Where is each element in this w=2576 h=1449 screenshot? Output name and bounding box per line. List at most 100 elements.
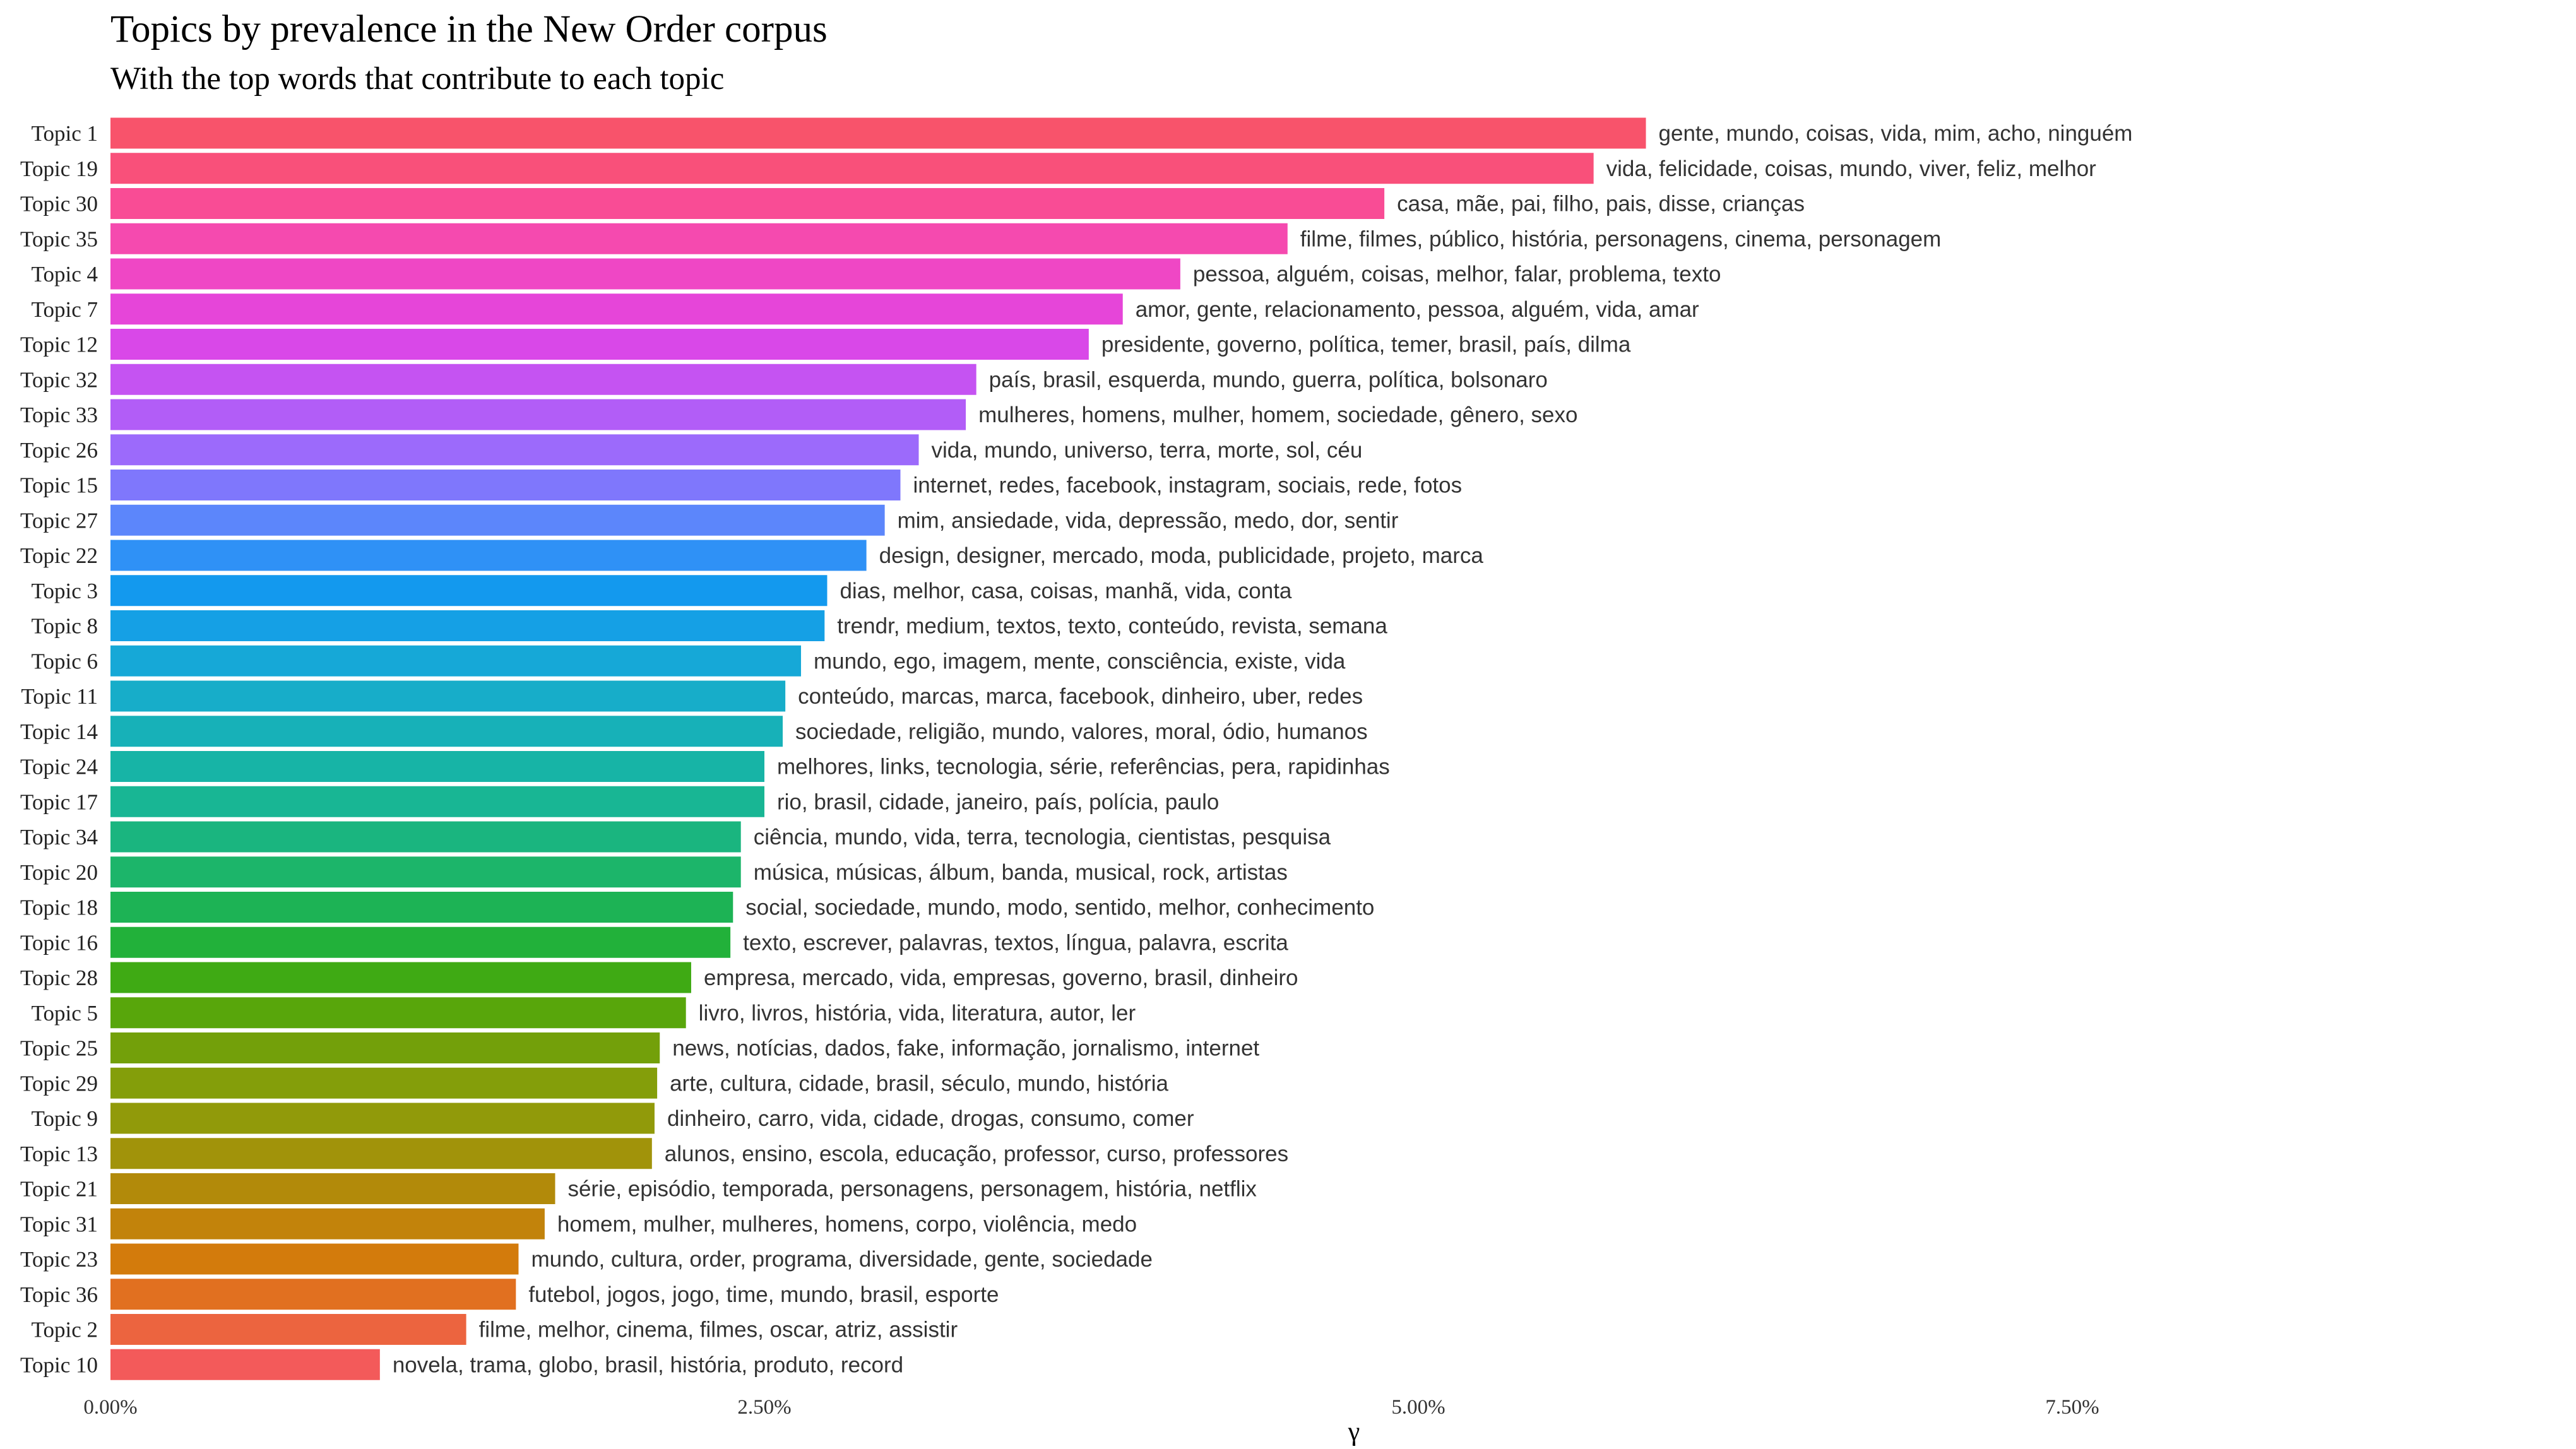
- y-tick-label: Topic 28: [20, 966, 98, 990]
- bar-data-label: dias, melhor, casa, coisas, manhã, vida,…: [840, 579, 1291, 603]
- bar-data-label: melhores, links, tecnologia, série, refe…: [777, 755, 1390, 779]
- y-tick-label: Topic 21: [20, 1177, 98, 1202]
- bar-data-label: design, designer, mercado, moda, publici…: [879, 543, 1484, 568]
- y-tick-label: Topic 6: [32, 649, 98, 673]
- y-tick-label: Topic 9: [32, 1106, 98, 1131]
- bar: [110, 1032, 660, 1063]
- bar-data-label: rio, brasil, cidade, janeiro, país, polí…: [777, 790, 1219, 814]
- y-tick-label: Topic 10: [20, 1352, 98, 1377]
- bar-data-label: vida, felicidade, coisas, mundo, viver, …: [1606, 157, 2097, 181]
- bar: [110, 1103, 655, 1134]
- bar-data-label: amor, gente, relacionamento, pessoa, alg…: [1136, 297, 1699, 322]
- y-tick-label: Topic 1: [32, 121, 98, 146]
- y-tick-label: Topic 16: [20, 930, 98, 955]
- bar-data-label: alunos, ensino, escola, educação, profes…: [665, 1142, 1288, 1166]
- y-tick-label: Topic 8: [32, 614, 98, 639]
- y-tick-label: Topic 29: [20, 1071, 98, 1096]
- bar: [110, 926, 731, 958]
- bar: [110, 962, 691, 993]
- bar-data-label: sociedade, religião, mundo, valores, mor…: [795, 719, 1368, 744]
- y-tick-label: Topic 18: [20, 896, 98, 920]
- bar: [110, 1208, 545, 1239]
- y-tick-label: Topic 23: [20, 1247, 98, 1272]
- y-tick-label: Topic 4: [32, 262, 98, 287]
- bar: [110, 540, 867, 571]
- x-tick-label: 7.50%: [2045, 1396, 2099, 1419]
- bar-data-label: conteúdo, marcas, marca, facebook, dinhe…: [798, 684, 1363, 709]
- y-tick-label: Topic 34: [20, 825, 98, 849]
- bar-data-label: série, episódio, temporada, personagens,…: [567, 1177, 1257, 1202]
- y-tick-label: Topic 30: [20, 192, 98, 216]
- y-tick-label: Topic 5: [32, 1001, 98, 1026]
- bar-data-label: internet, redes, facebook, instagram, so…: [913, 473, 1462, 498]
- bar-data-label: mulheres, homens, mulher, homem, socieda…: [978, 403, 1577, 427]
- bar-data-label: mundo, cultura, order, programa, diversi…: [531, 1247, 1152, 1272]
- bar-data-label: texto, escrever, palavras, textos, língu…: [743, 930, 1288, 955]
- bar: [110, 1173, 555, 1204]
- bar: [110, 1314, 466, 1345]
- bar-data-label: futebol, jogos, jogo, time, mundo, brasi…: [528, 1282, 999, 1307]
- bar: [110, 434, 919, 466]
- bar-data-label: filme, filmes, público, história, person…: [1300, 227, 1942, 251]
- bar-data-label: trendr, medium, textos, texto, conteúdo,…: [837, 614, 1387, 639]
- bar-group: [110, 117, 1646, 1380]
- bar: [110, 364, 976, 395]
- y-tick-label: Topic 13: [20, 1142, 98, 1166]
- y-tick-label: Topic 33: [20, 403, 98, 427]
- x-axis-label: γ: [1348, 1417, 1360, 1446]
- y-tick-label: Topic 27: [20, 508, 98, 533]
- y-tick-label: Topic 12: [20, 333, 98, 357]
- bar: [110, 504, 885, 536]
- y-tick-label: Topic 20: [20, 860, 98, 885]
- bar: [110, 786, 764, 817]
- x-tick-label: 2.50%: [737, 1396, 791, 1419]
- bar: [110, 399, 966, 430]
- bar: [110, 997, 686, 1029]
- bar-data-label: mim, ansiedade, vida, depressão, medo, d…: [898, 508, 1399, 533]
- bar-data-label: ciência, mundo, vida, terra, tecnologia,…: [754, 825, 1331, 849]
- bar: [110, 153, 1594, 184]
- bar-data-label: news, notícias, dados, fake, informação,…: [672, 1036, 1259, 1061]
- y-tick-label: Topic 11: [21, 684, 98, 709]
- bar-data-label: filme, melhor, cinema, filmes, oscar, at…: [479, 1318, 958, 1342]
- y-tick-label: Topic 7: [32, 297, 98, 322]
- y-tick-label: Topic 15: [20, 473, 98, 498]
- y-tick-label: Topic 25: [20, 1036, 98, 1061]
- bar-data-label: homem, mulher, mulheres, homens, corpo, …: [557, 1212, 1137, 1236]
- bar: [110, 680, 786, 712]
- bar-data-label: mundo, ego, imagem, mente, consciência, …: [814, 649, 1346, 673]
- bar-word-labels: gente, mundo, coisas, vida, mim, acho, n…: [393, 121, 2133, 1377]
- y-tick-label: Topic 22: [20, 543, 98, 568]
- bar: [110, 188, 1385, 219]
- bar: [110, 293, 1123, 325]
- bar: [110, 223, 1288, 254]
- bar: [110, 610, 825, 641]
- y-axis-labels: Topic 1 Topic 19 Topic 30 Topic 35 Topic 4 To…: [20, 121, 98, 1377]
- y-tick-label: Topic 19: [20, 157, 98, 181]
- bar-data-label: presidente, governo, política, temer, br…: [1101, 333, 1631, 357]
- bar-data-label: música, músicas, álbum, banda, musical, …: [754, 860, 1288, 885]
- y-tick-label: Topic 3: [32, 579, 98, 603]
- x-axis-ticks: 0.00% 2.50% 5.00% 7.50%: [83, 1396, 2099, 1419]
- y-tick-label: Topic 31: [20, 1212, 98, 1236]
- bar: [110, 117, 1646, 149]
- bar: [110, 329, 1089, 360]
- bar-data-label: novela, trama, globo, brasil, história, …: [393, 1352, 903, 1377]
- chart-subtitle: With the top words that contribute to ea…: [110, 61, 724, 97]
- y-tick-label: Topic 26: [20, 438, 98, 463]
- bar: [110, 751, 764, 782]
- bar: [110, 1279, 516, 1310]
- bar-data-label: social, sociedade, mundo, modo, sentido,…: [745, 896, 1374, 920]
- y-tick-label: Topic 17: [20, 790, 98, 814]
- bar: [110, 1243, 519, 1275]
- bar: [110, 821, 741, 853]
- bar: [110, 716, 783, 747]
- bar: [110, 1138, 652, 1169]
- bar-data-label: vida, mundo, universo, terra, morte, sol…: [931, 438, 1362, 463]
- bar-data-label: pessoa, alguém, coisas, melhor, falar, p…: [1193, 262, 1721, 287]
- bar: [110, 892, 733, 923]
- bar: [110, 645, 802, 677]
- bar: [110, 470, 901, 500]
- y-tick-label: Topic 35: [20, 227, 98, 251]
